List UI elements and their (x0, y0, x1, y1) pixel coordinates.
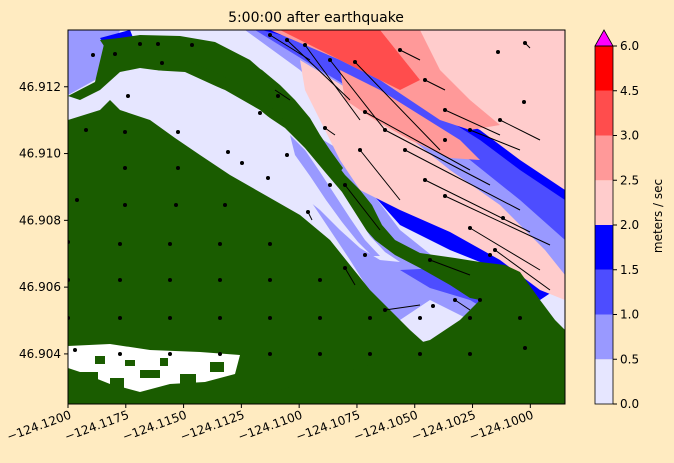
x-tick-label: −124.1200 (5, 408, 73, 444)
colorbar-tick-label: 0.5 (620, 352, 639, 366)
y-tick-label: 46.904 (19, 347, 61, 361)
speed-band-3.0-4.5 (280, 30, 420, 90)
x-tick-label: −124.1150 (121, 408, 189, 444)
colorbar-band (595, 269, 613, 315)
x-tick-label: −124.1175 (63, 408, 131, 444)
x-tick-label: −124.1050 (352, 408, 420, 444)
colorbar-band (595, 314, 613, 360)
plot-frame (67, 29, 566, 405)
y-tick-label: 46.908 (19, 213, 61, 227)
colorbar-label: meters / sec (651, 179, 665, 253)
x-tick-label: −124.1000 (467, 408, 535, 444)
colorbar-extend-arrow (594, 29, 614, 47)
colorbar-tick-label: 2.5 (620, 173, 639, 187)
colorbar-tick-label: 6.0 (620, 39, 639, 53)
x-tick-label: −124.1025 (410, 408, 478, 444)
vector-origins (68, 33, 527, 356)
velocity-vectors (269, 34, 551, 311)
inner-channel (140, 70, 400, 262)
y-tick-label: 46.910 (19, 147, 61, 161)
colorbar-band (595, 225, 613, 270)
colorbar-tick-label: 0.0 (620, 397, 639, 411)
land (68, 35, 565, 404)
colorbar-tick-label: 3.0 (620, 129, 639, 143)
speed-band-2.5-3.0 (270, 30, 500, 160)
colorbar-band (595, 359, 613, 404)
y-axis: 46.904 46.906 46.908 46.910 46.912 (19, 80, 68, 361)
colorbar-band (595, 180, 613, 225)
x-axis: −124.1200−124.1175−124.1150−124.1125−124… (5, 404, 535, 444)
speed-map (68, 30, 565, 404)
colorbar-tick-label: 1.0 (620, 308, 639, 322)
colorbar-band (595, 90, 613, 136)
x-tick-label: −124.1100 (236, 408, 304, 444)
chart-title: 5:00:00 after earthquake (228, 10, 404, 26)
colorbar-tick-label: 2.0 (620, 218, 639, 232)
land-speckles (80, 356, 224, 390)
x-tick-label: −124.1075 (294, 408, 362, 444)
x-tick-label: −124.1125 (178, 408, 246, 444)
y-tick-label: 46.912 (19, 80, 61, 94)
colorbar-tick-label: 1.5 (620, 263, 639, 277)
colorbar-band (595, 135, 613, 181)
y-tick-label: 46.906 (19, 280, 61, 294)
colorbar-tick-label: 4.5 (620, 84, 639, 98)
colorbar: 0.0 0.5 1.0 1.5 2.0 2.5 3.0 4.5 6.0 (594, 29, 639, 411)
channel-edge (290, 135, 380, 256)
colorbar-band (595, 46, 613, 91)
